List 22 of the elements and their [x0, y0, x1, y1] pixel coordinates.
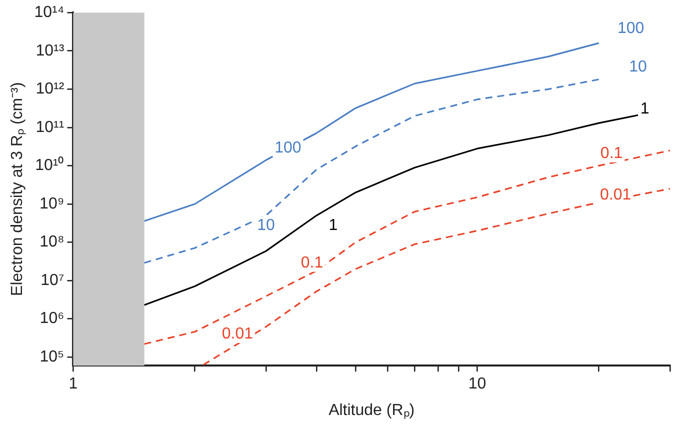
y-tick-label: 10⁵	[40, 348, 64, 366]
y-tick-label: 10¹¹	[36, 118, 64, 136]
annotation: 1	[328, 217, 338, 234]
y-axis-title: Electron density at 3 Rₚ (cm⁻³)	[9, 82, 26, 296]
y-tick-label: 10¹³	[36, 42, 65, 60]
y-tick-label: 10⁷	[40, 272, 64, 289]
annotation: 0.01	[600, 186, 632, 204]
annotation: 0.1	[600, 144, 623, 162]
y-tick-label: 10¹²	[36, 80, 65, 98]
annotation: 100	[617, 20, 644, 38]
annotation: 100	[274, 139, 302, 156]
y-tick-label: 10⁶	[40, 310, 64, 328]
y-tick-label: 10⁸	[40, 234, 64, 251]
annotation: 10	[629, 58, 648, 76]
annotation: 10	[257, 217, 275, 234]
y-tick-label: 10¹⁰	[35, 156, 64, 174]
annotation: 1	[640, 100, 650, 118]
annotation: 0.1	[300, 254, 324, 272]
annotation: 0.01	[222, 325, 254, 342]
y-tick-label: 10¹⁴	[34, 4, 64, 22]
x-axis-title: Altitude (Rₚ)	[328, 402, 415, 419]
y-tick-label: 10⁹	[40, 195, 64, 212]
